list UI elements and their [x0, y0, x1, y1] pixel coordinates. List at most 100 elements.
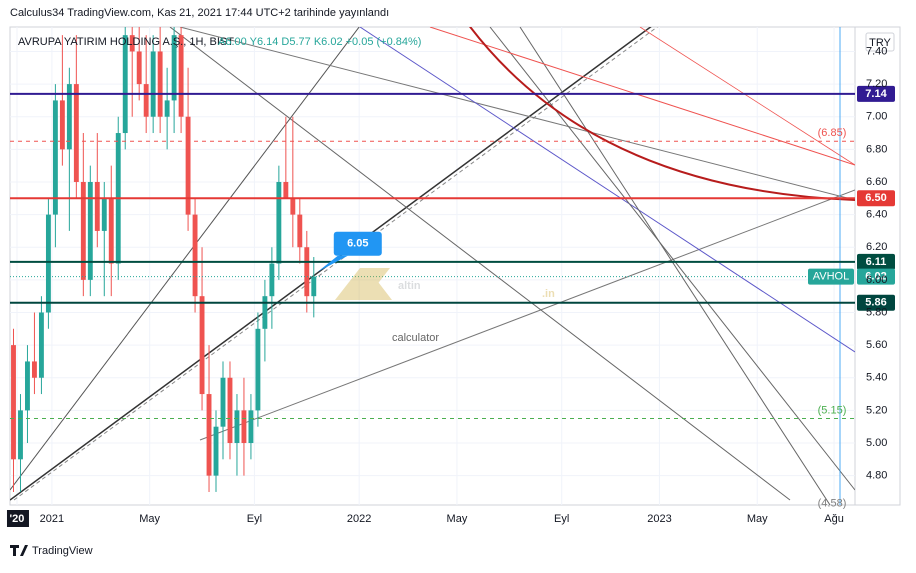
y-tick-label: 6.20 [866, 241, 887, 253]
callout-pointer [317, 255, 348, 272]
current-name: AVHOL [813, 271, 849, 283]
currency: TRY [869, 37, 891, 49]
candle-body [311, 276, 317, 297]
symbol: AVRUPA YATIRIM HOLDING A.Ş., 1H, BIST [18, 36, 234, 48]
footer-text: TradingView [32, 545, 93, 557]
candle-body [164, 100, 170, 117]
trend-line [13, 27, 659, 501]
x-tick-label: Eyl [247, 513, 262, 525]
candle-body [241, 410, 247, 444]
price-box [857, 85, 895, 102]
callout-box [333, 231, 382, 256]
candle-body [66, 84, 72, 150]
trend-line [169, 27, 791, 501]
y-tick-label: 5.40 [866, 372, 887, 384]
candle-body [304, 247, 310, 297]
candle-body [25, 361, 30, 411]
candle-body [185, 116, 191, 215]
trend-line [429, 27, 855, 166]
candle-body [178, 35, 184, 117]
y-tick-label: 6.80 [866, 143, 887, 155]
trend-line [489, 27, 855, 491]
trend-line [179, 27, 855, 201]
y-tick-label: 7.20 [866, 78, 887, 90]
y-tick-label: 5.20 [866, 404, 887, 416]
watermark-text: .in [542, 288, 555, 300]
x-tick-label: May [139, 513, 160, 525]
candle-body [122, 35, 128, 134]
x-tick-label: May [447, 513, 468, 525]
x-tick-label: 2022 [347, 513, 371, 525]
candle-body [38, 312, 44, 378]
header: Calculus34 TradingView.com, Kas 21, 2021… [10, 7, 389, 19]
y-tick-label: 7.00 [866, 111, 887, 123]
x-tick-box [6, 510, 29, 527]
y-tick-label: 6.60 [866, 176, 887, 188]
candle-body [171, 35, 177, 101]
candle-body [45, 214, 51, 313]
callout-label: 6.05 [347, 238, 368, 250]
candle-body [276, 181, 282, 264]
candle-body [87, 181, 93, 280]
x-tick-label: 2021 [40, 513, 64, 525]
footer: TradingView [10, 545, 93, 557]
trend-line [639, 27, 855, 166]
candle-body [52, 100, 58, 215]
level-annotation: (5.15) [818, 404, 847, 416]
currency-box [865, 32, 895, 52]
trend-line [10, 27, 360, 491]
candle-body [269, 263, 275, 297]
candle-body [206, 394, 212, 476]
price-box [857, 253, 895, 270]
frame [9, 26, 901, 506]
candle-body [213, 426, 219, 476]
trend-line [519, 27, 831, 505]
logo [10, 545, 28, 556]
price-box [857, 268, 895, 285]
trend-line [359, 27, 855, 353]
overlay: (6.85) (5.15) (4.58) 7.14 6.50 6.11 5.86 AVHOL 6… [10, 85, 895, 509]
candle-body [94, 181, 100, 231]
candle-body [227, 377, 233, 444]
current-name-box [808, 268, 854, 285]
candle-body [136, 51, 142, 85]
watermark-text: calculator [392, 332, 439, 344]
candle-body [199, 296, 205, 395]
candle-body [143, 84, 149, 117]
y-tick-label: 5.00 [866, 437, 887, 449]
ohlc: A6.00 Y6.14 D5.77 K6.02 +0.05 (+0.84%) [218, 36, 421, 48]
price-box [857, 294, 895, 311]
candle-body [129, 35, 135, 52]
price-label: 7.14 [865, 88, 887, 100]
price-label: 5.86 [865, 297, 886, 309]
arc [469, 27, 855, 201]
x-tick-label: '20 [10, 513, 25, 525]
price-box [857, 190, 895, 207]
candle-body [234, 410, 240, 444]
x-tick-label: Eyl [554, 513, 569, 525]
price-label: 6.02 [865, 271, 886, 283]
candle-body [157, 51, 163, 117]
watermark-logo [335, 268, 392, 300]
candle-body [192, 214, 198, 297]
candle-body [262, 296, 268, 329]
candle-body [248, 410, 254, 444]
candle-body [220, 377, 226, 427]
candle-body [73, 84, 79, 182]
y-tick-label: 6.40 [866, 209, 887, 221]
x-tick-label: Ağu [824, 513, 844, 525]
candle-body [297, 214, 303, 248]
x-tick-label: 2023 [647, 513, 671, 525]
y-tick-label: 5.60 [866, 339, 887, 351]
candle-body [255, 328, 261, 411]
drawings [10, 27, 855, 505]
candle-body [283, 181, 289, 199]
candle-body [80, 181, 86, 280]
y-tick-label: 6.00 [866, 274, 887, 286]
trend-line [199, 189, 855, 441]
watermark-text: altin [398, 280, 421, 292]
y-tick-label: 5.80 [866, 306, 887, 318]
y-tick-label: 4.80 [866, 470, 887, 482]
